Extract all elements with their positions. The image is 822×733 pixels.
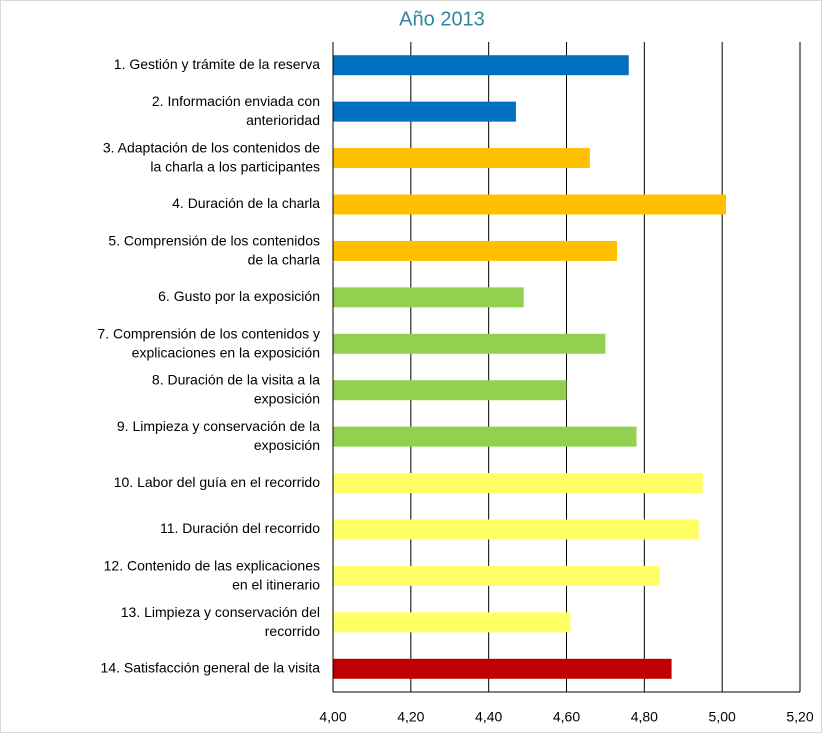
bar (333, 380, 567, 401)
y-tick-label: 11. Duración del recorrido (160, 520, 320, 536)
bar (333, 426, 637, 447)
y-tick-label: 1. Gestión y trámite de la reserva (114, 56, 320, 72)
bar (333, 565, 660, 586)
y-tick-label: 3. Adaptación de los contenidos de la cha… (103, 139, 320, 174)
y-tick-label: 13. Limpieza y conservación del recorrido (121, 604, 320, 639)
x-tick-label: 5,20 (786, 709, 813, 725)
bar (333, 240, 618, 261)
bar (333, 287, 524, 308)
y-tick-label: 10. Labor del guía en el recorrido (114, 474, 320, 490)
y-tick-label: 8. Duración de la visita a la exposición (152, 371, 320, 406)
bar (333, 519, 699, 540)
y-tick-label: 2. Información enviada con anterioridad (152, 93, 320, 128)
bar (333, 148, 590, 169)
bar (333, 612, 571, 633)
y-tick-label: 4. Duración de la charla (172, 195, 320, 211)
y-tick-label: 9. Limpieza y conservación de la exposici… (117, 418, 320, 453)
y-tick-label: 7. Comprensión de los contenidos y explic… (97, 325, 320, 360)
y-tick-label: 6. Gusto por la exposición (158, 288, 320, 304)
bar (333, 333, 606, 354)
y-tick-label: 12. Contenido de las explicaciones en el … (104, 557, 321, 592)
bar (333, 55, 629, 76)
chart-title: Año 2013 (399, 8, 485, 30)
x-tick-label: 4,80 (631, 709, 658, 725)
x-tick-label: 4,00 (319, 709, 346, 725)
bar (333, 101, 516, 122)
x-tick-label: 4,60 (553, 709, 580, 725)
bar (333, 194, 727, 215)
bar (333, 473, 703, 494)
x-tick-label: 4,40 (475, 709, 502, 725)
bar (333, 658, 672, 679)
y-tick-label: 14. Satisfacción general de la visita (101, 659, 321, 675)
y-tick-label: 5. Comprensión de los contenidos de la ch… (108, 232, 320, 267)
x-tick-label: 4,20 (397, 709, 424, 725)
x-tick-label: 5,00 (709, 709, 736, 725)
